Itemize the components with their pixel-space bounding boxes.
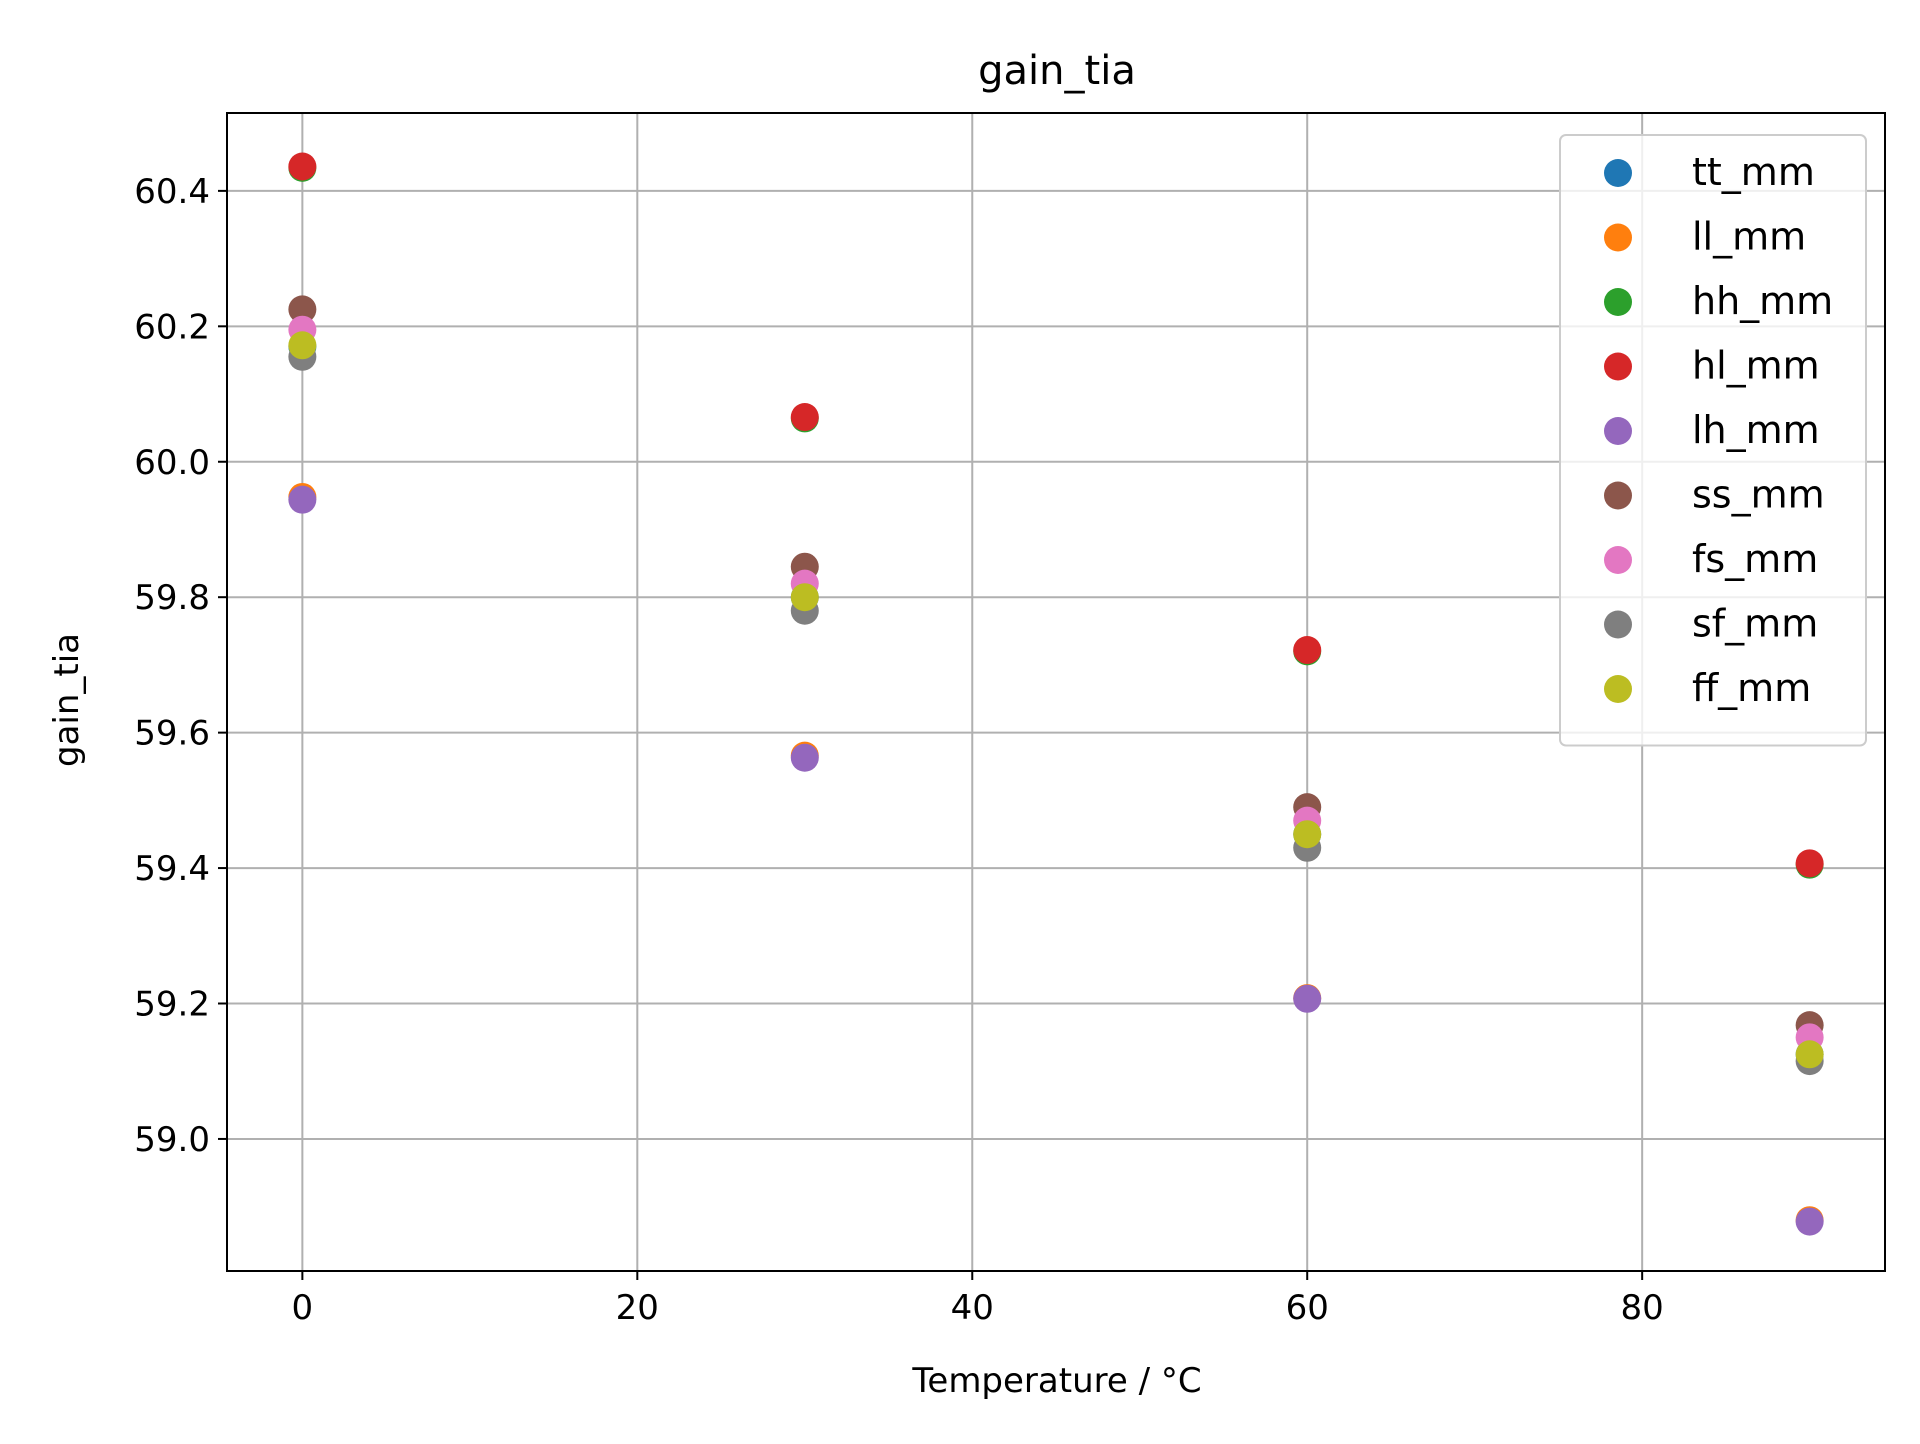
legend-label-ll_mm: ll_mm — [1692, 215, 1806, 259]
y-tick-label: 59.2 — [134, 985, 210, 1025]
axes-frame — [226, 112, 1886, 1272]
data-point-lh_mm — [790, 743, 819, 772]
legend: tt_mm ll_mm hh_mm hl_mm lh_mm ss_mm fs_mm sf_mm… — [1559, 134, 1867, 747]
data-point-hl_mm — [1293, 636, 1322, 665]
legend-marker-ll_mm — [1604, 223, 1632, 252]
legend-label-hh_mm: hh_mm — [1692, 279, 1833, 323]
y-axis-label: gain_tia — [47, 633, 87, 767]
x-tick-label: 80 — [1621, 1288, 1664, 1328]
x-tick-label: 40 — [951, 1288, 994, 1328]
legend-label-tt_mm: tt_mm — [1692, 150, 1815, 194]
y-tick-label: 59.0 — [134, 1120, 210, 1160]
data-point-hl_mm — [1795, 849, 1824, 878]
y-tick-label: 59.4 — [134, 849, 210, 889]
data-point-lh_mm — [1795, 1207, 1824, 1236]
legend-label-ff_mm: ff_mm — [1692, 666, 1811, 710]
data-point-ff_mm — [1795, 1040, 1824, 1069]
legend-marker-fs_mm — [1604, 546, 1632, 574]
y-tick-label: 59.8 — [134, 578, 210, 618]
y-tick-label: 60.0 — [134, 443, 210, 483]
legend-marker-ff_mm — [1604, 675, 1632, 703]
y-tick-label: 60.4 — [134, 172, 210, 212]
x-tick-label: 60 — [1286, 1288, 1329, 1328]
legend-label-lh_mm: lh_mm — [1692, 408, 1820, 452]
legend-label-hl_mm: hl_mm — [1692, 344, 1820, 388]
data-point-hl_mm — [288, 152, 317, 181]
legend-marker-hl_mm — [1604, 352, 1632, 381]
y-tick-label: 59.6 — [134, 714, 210, 754]
data-point-ss_mm — [288, 295, 317, 324]
y-tick-label: 60.2 — [134, 307, 210, 347]
data-point-ff_mm — [288, 331, 317, 360]
legend-label-fs_mm: fs_mm — [1692, 537, 1818, 581]
legend-marker-sf_mm — [1604, 610, 1632, 639]
data-point-lh_mm — [1293, 984, 1322, 1013]
legend-marker-ss_mm — [1604, 481, 1632, 510]
legend-label-sf_mm: sf_mm — [1692, 602, 1818, 646]
legend-marker-hh_mm — [1604, 288, 1632, 316]
chart-title: gain_tia — [978, 48, 1136, 94]
legend-marker-tt_mm — [1604, 159, 1632, 187]
data-point-ff_mm — [790, 583, 819, 612]
legend-marker-lh_mm — [1604, 417, 1632, 445]
x-axis-label: Temperature / °C — [911, 1361, 1201, 1401]
data-point-hl_mm — [790, 403, 819, 432]
x-tick-label: 0 — [292, 1288, 314, 1328]
legend-box — [1559, 134, 1867, 747]
data-point-ff_mm — [1293, 820, 1322, 849]
data-points — [288, 152, 1824, 1236]
data-point-lh_mm — [288, 485, 317, 514]
legend-label-ss_mm: ss_mm — [1692, 473, 1825, 517]
x-tick-label: 20 — [616, 1288, 659, 1328]
axis-ticks: 0 20 40 60 80 59.0 59.2 59.4 59.6 59.8 60.0 60.2 60.… — [134, 172, 1663, 1328]
